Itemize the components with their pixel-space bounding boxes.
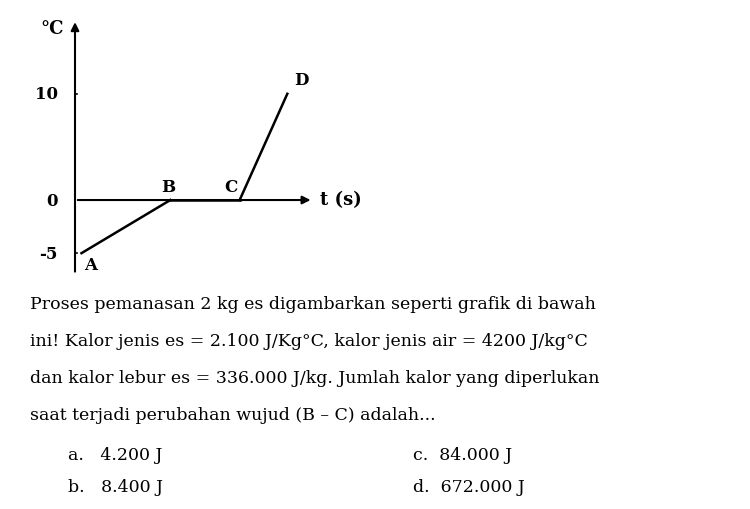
- Text: B: B: [161, 178, 176, 195]
- Text: t (s): t (s): [320, 190, 362, 209]
- Text: a.   4.200 J: a. 4.200 J: [68, 446, 162, 463]
- Text: c.  84.000 J: c. 84.000 J: [413, 446, 512, 463]
- Text: C: C: [224, 178, 238, 195]
- Text: A: A: [84, 257, 97, 274]
- Text: -5: -5: [39, 245, 58, 262]
- Text: Proses pemanasan 2 kg es digambarkan seperti grafik di bawah: Proses pemanasan 2 kg es digambarkan sep…: [30, 295, 596, 312]
- Text: d.  672.000 J: d. 672.000 J: [413, 478, 524, 495]
- Text: D: D: [294, 72, 308, 89]
- Text: saat terjadi perubahan wujud (B – C) adalah...: saat terjadi perubahan wujud (B – C) ada…: [30, 407, 436, 423]
- Text: °C: °C: [40, 20, 64, 38]
- Text: b.   8.400 J: b. 8.400 J: [68, 478, 163, 495]
- Text: 0: 0: [46, 192, 58, 209]
- Text: 10: 10: [34, 86, 58, 103]
- Text: ini! Kalor jenis es = 2.100 J/Kg°C, kalor jenis air = 4200 J/kg°C: ini! Kalor jenis es = 2.100 J/Kg°C, kalo…: [30, 332, 588, 349]
- Text: dan kalor lebur es = 336.000 J/kg. Jumlah kalor yang diperlukan: dan kalor lebur es = 336.000 J/kg. Jumla…: [30, 370, 599, 386]
